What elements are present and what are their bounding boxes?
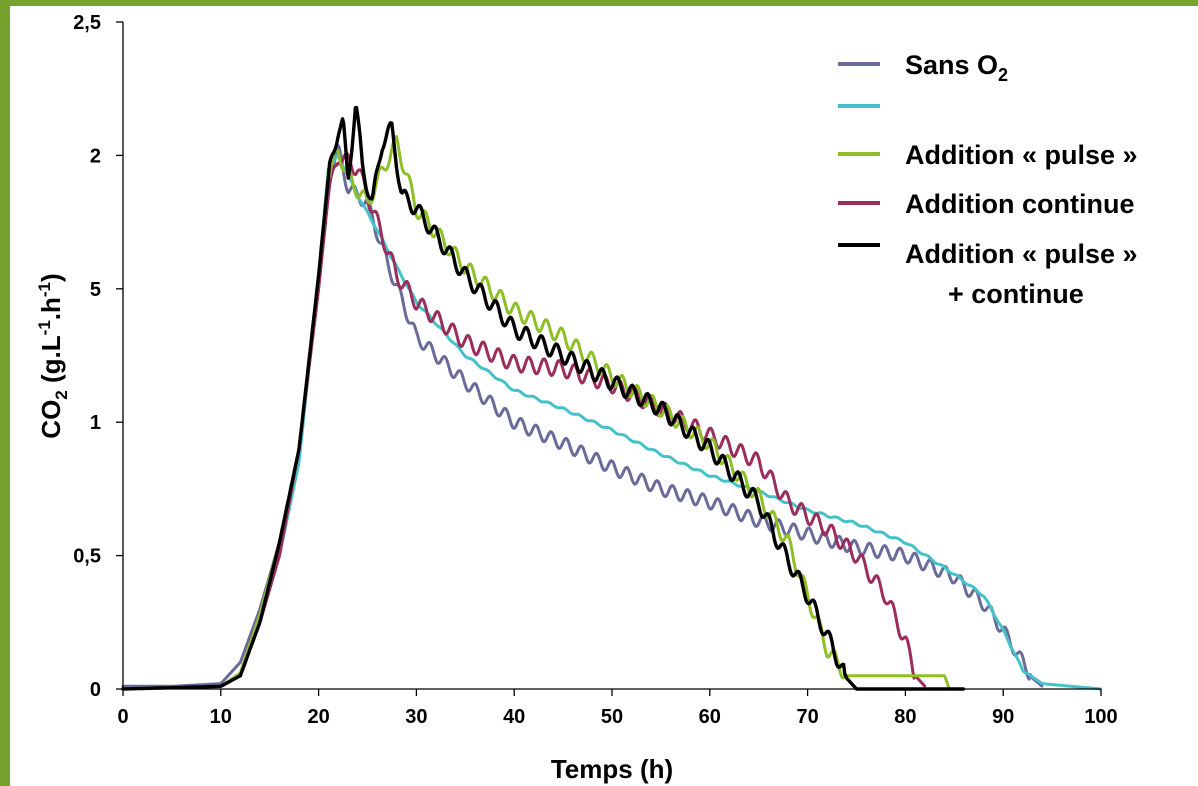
legend: Sans O2 Addition « pulse » Addition cont… — [838, 50, 1138, 309]
y-tick-label: 5 — [90, 279, 101, 301]
legend-label-addition-continue: Addition continue — [905, 189, 1134, 219]
x-tick-label: 10 — [210, 706, 232, 728]
x-tick-label: 70 — [796, 706, 818, 728]
legend-label-sans-o2-sub: 2 — [998, 65, 1008, 85]
x-tick-label: 30 — [405, 706, 427, 728]
legend-label-addition-pulse-continue: Addition « pulse » — [905, 239, 1138, 269]
legend-label-addition-pulse: Addition « pulse » — [905, 140, 1138, 170]
legend-label-addition-pulse-continue-line2: + continue — [948, 279, 1084, 309]
x-tick-label: 90 — [992, 706, 1014, 728]
frame-border-left — [0, 0, 10, 786]
x-tick-label: 50 — [601, 706, 623, 728]
series-layer — [121, 105, 1103, 691]
x-tick-label: 20 — [307, 706, 329, 728]
x-ticks: 0 10 20 30 40 50 60 70 80 90 100 — [117, 689, 1118, 728]
x-tick-label: 80 — [894, 706, 916, 728]
y-label-sup1: -1 — [35, 320, 54, 335]
legend-label-sans-o2: Sans O2 — [905, 50, 1008, 85]
series-line-addition-pulse — [121, 135, 951, 691]
y-label-rest: (g.L — [36, 335, 66, 390]
x-axis-label: Temps (h) — [551, 754, 673, 784]
series-line-addition-pulse-continue — [121, 105, 965, 691]
y-label-sup2: -1 — [35, 282, 54, 297]
y-label-main: CO — [36, 400, 66, 439]
y-axis-label: CO2 (g.L-1.h-1) — [35, 273, 71, 438]
frame-border-top — [0, 0, 1198, 6]
series-line-series-2 — [121, 153, 1103, 691]
x-tick-label: 100 — [1084, 706, 1117, 728]
y-tick-label: 0,5 — [73, 546, 101, 568]
x-tick-label: 0 — [117, 706, 128, 728]
y-tick-label: 1 — [90, 412, 101, 434]
y-label-sub: 2 — [52, 390, 71, 399]
x-tick-label: 40 — [503, 706, 525, 728]
y-ticks: 0 0,5 1 5 2 2,5 — [73, 12, 123, 701]
y-label-end: ) — [36, 273, 66, 282]
legend-label-sans-o2-main: Sans O — [905, 50, 998, 80]
x-tick-label: 60 — [699, 706, 721, 728]
y-tick-label: 2,5 — [73, 12, 101, 34]
y-tick-label: 0 — [90, 679, 101, 701]
y-label-mid: .h — [36, 297, 66, 320]
y-tick-label: 2 — [90, 145, 101, 167]
